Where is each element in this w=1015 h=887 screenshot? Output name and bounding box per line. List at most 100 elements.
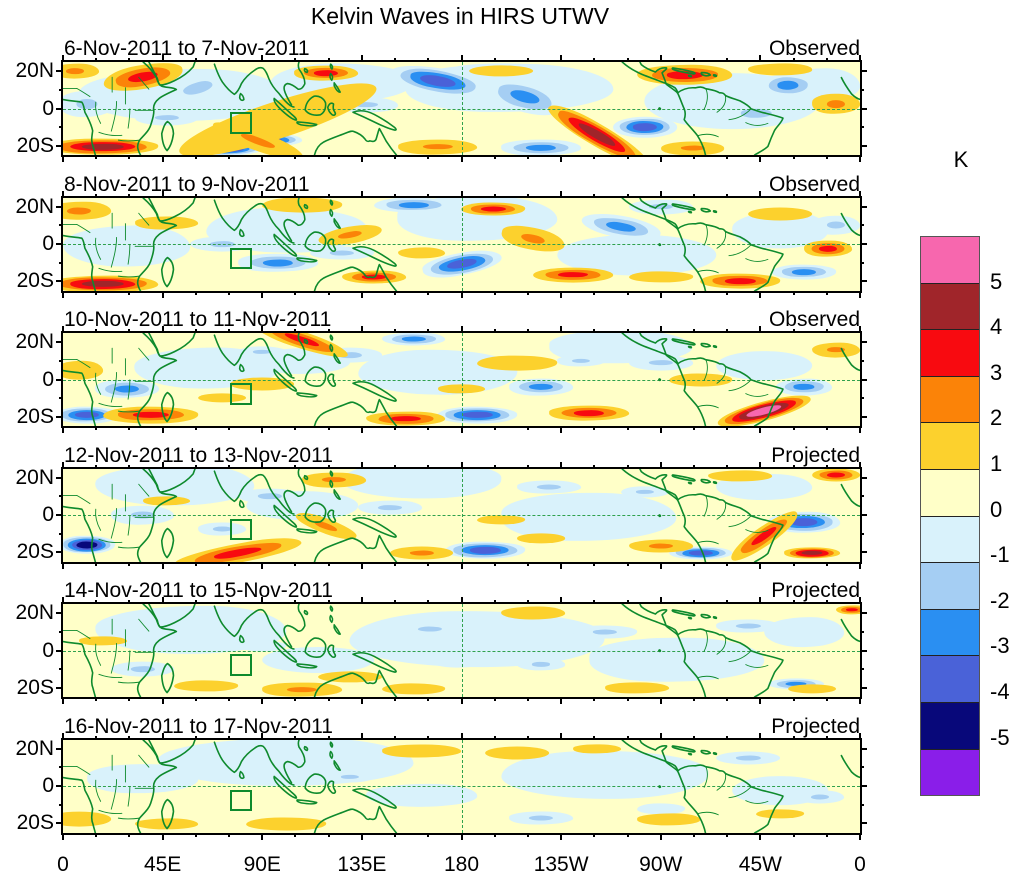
panel-2: 8-Nov-2011 to 9-Nov-2011 Observed 20N 0 … [15,171,867,298]
colorbar-cell [921,469,979,517]
lon-tick [626,832,629,837]
coastline-svg [63,198,860,291]
cool-anomaly-contour [636,803,685,815]
lat-tick [860,668,864,671]
lon-tick [659,697,662,704]
warm-anomaly-contour [422,143,453,150]
lon-tick [493,561,496,566]
lon-tick [261,155,264,162]
lon-tick [294,561,297,566]
lon-tick [460,290,463,298]
lon-tick [526,290,529,295]
cool-anomaly-contour [341,468,502,499]
lon-tick [560,290,563,298]
lon-tick [659,561,662,569]
warm-anomaly-contour [134,818,199,830]
lat-tick [860,822,867,825]
lon-tick [427,561,430,566]
lon-tick [128,155,131,159]
cool-anomaly-contour [501,750,709,800]
warm-anomaly-contour [708,470,773,482]
lon-tick [128,290,131,295]
lon-tick [526,832,529,837]
lon-tick [394,697,397,701]
lon-tick [526,155,529,159]
warm-anomaly-contour [409,550,434,556]
lon-tick [593,832,596,837]
lon-tick [161,290,164,298]
lon-tick [261,426,264,433]
warm-anomaly-contour [481,206,506,212]
lon-tick [128,697,131,701]
panel-date-range: 12-Nov-2011 to 13-Nov-2011 [64,443,333,467]
lon-tick [460,832,463,840]
panel-header: 12-Nov-2011 to 13-Nov-2011 Projected [63,442,860,469]
lon-tick [759,290,762,298]
map-canvas [63,739,860,833]
lat-tick [860,803,864,806]
lon-tick [228,697,231,701]
cool-anomaly-contour [365,784,478,807]
lon-tick [626,290,629,295]
warm-anomaly-contour [845,607,859,612]
lon-tick [759,426,762,433]
lon-tick [394,426,397,430]
map-canvas [63,333,860,426]
colorbar-tick-label: 2 [990,405,1003,431]
lat-tick-label-20s: 20S [16,811,54,835]
cool-anomaly-contour [263,259,294,267]
x-tick-label: 45W [738,853,782,876]
lon-tick [194,155,197,159]
panel-header: 6-Nov-2011 to 7-Nov-2011 Observed [63,35,860,62]
lon-tick [759,155,762,162]
anomaly-blob-layer [63,62,860,155]
figure-title: Kelvin Waves in HIRS UTWV [310,3,610,29]
colorbar [920,236,980,797]
lon-tick [825,155,828,159]
cool-anomaly-contour [526,144,557,151]
warm-anomaly-contour [827,99,846,108]
cool-anomaly-contour [592,629,618,635]
lat-tick-label-20n: 20N [15,736,54,760]
lat-tick-label-20n: 20N [15,330,54,354]
lon-tick [228,290,231,295]
lon-tick [327,697,330,701]
lon-tick [460,426,463,433]
x-tick-label: 0 [854,853,866,876]
lon-tick [792,561,795,566]
lon-tick [360,426,363,433]
colorbar-cell [921,702,979,750]
lon-tick [128,832,131,837]
warm-anomaly-contour [827,346,846,353]
cool-anomaly-contour [154,114,179,121]
lon-tick [626,426,629,430]
roi-box [229,383,252,405]
lon-tick [261,697,264,704]
lat-tick [860,205,867,208]
map-canvas [63,468,860,562]
panel-date-range: 10-Nov-2011 to 11-Nov-2011 [64,308,332,331]
warm-anomaly-contour [756,809,805,819]
cool-anomaly-contour [76,541,98,549]
lon-tick [659,155,662,162]
lon-tick [327,832,330,837]
warm-anomaly-contour [573,744,621,754]
x-tick-label: 180 [443,853,480,876]
lon-tick [792,426,795,430]
lat-tick [860,144,867,147]
lon-tick [859,561,861,569]
lat-tick [860,378,867,381]
lon-tick [659,832,662,840]
lat-tick [860,341,867,344]
lon-tick [825,832,828,837]
lon-tick [294,426,297,430]
lat-tick [860,476,867,479]
cool-anomaly-contour [74,411,100,419]
lon-tick [228,426,231,430]
warm-anomaly-contour [748,63,813,76]
lon-tick [593,155,596,159]
lon-tick [825,290,828,295]
lat-tick-label-0: 0 [42,96,54,120]
lon-tick [261,290,264,298]
lon-tick [95,426,98,430]
